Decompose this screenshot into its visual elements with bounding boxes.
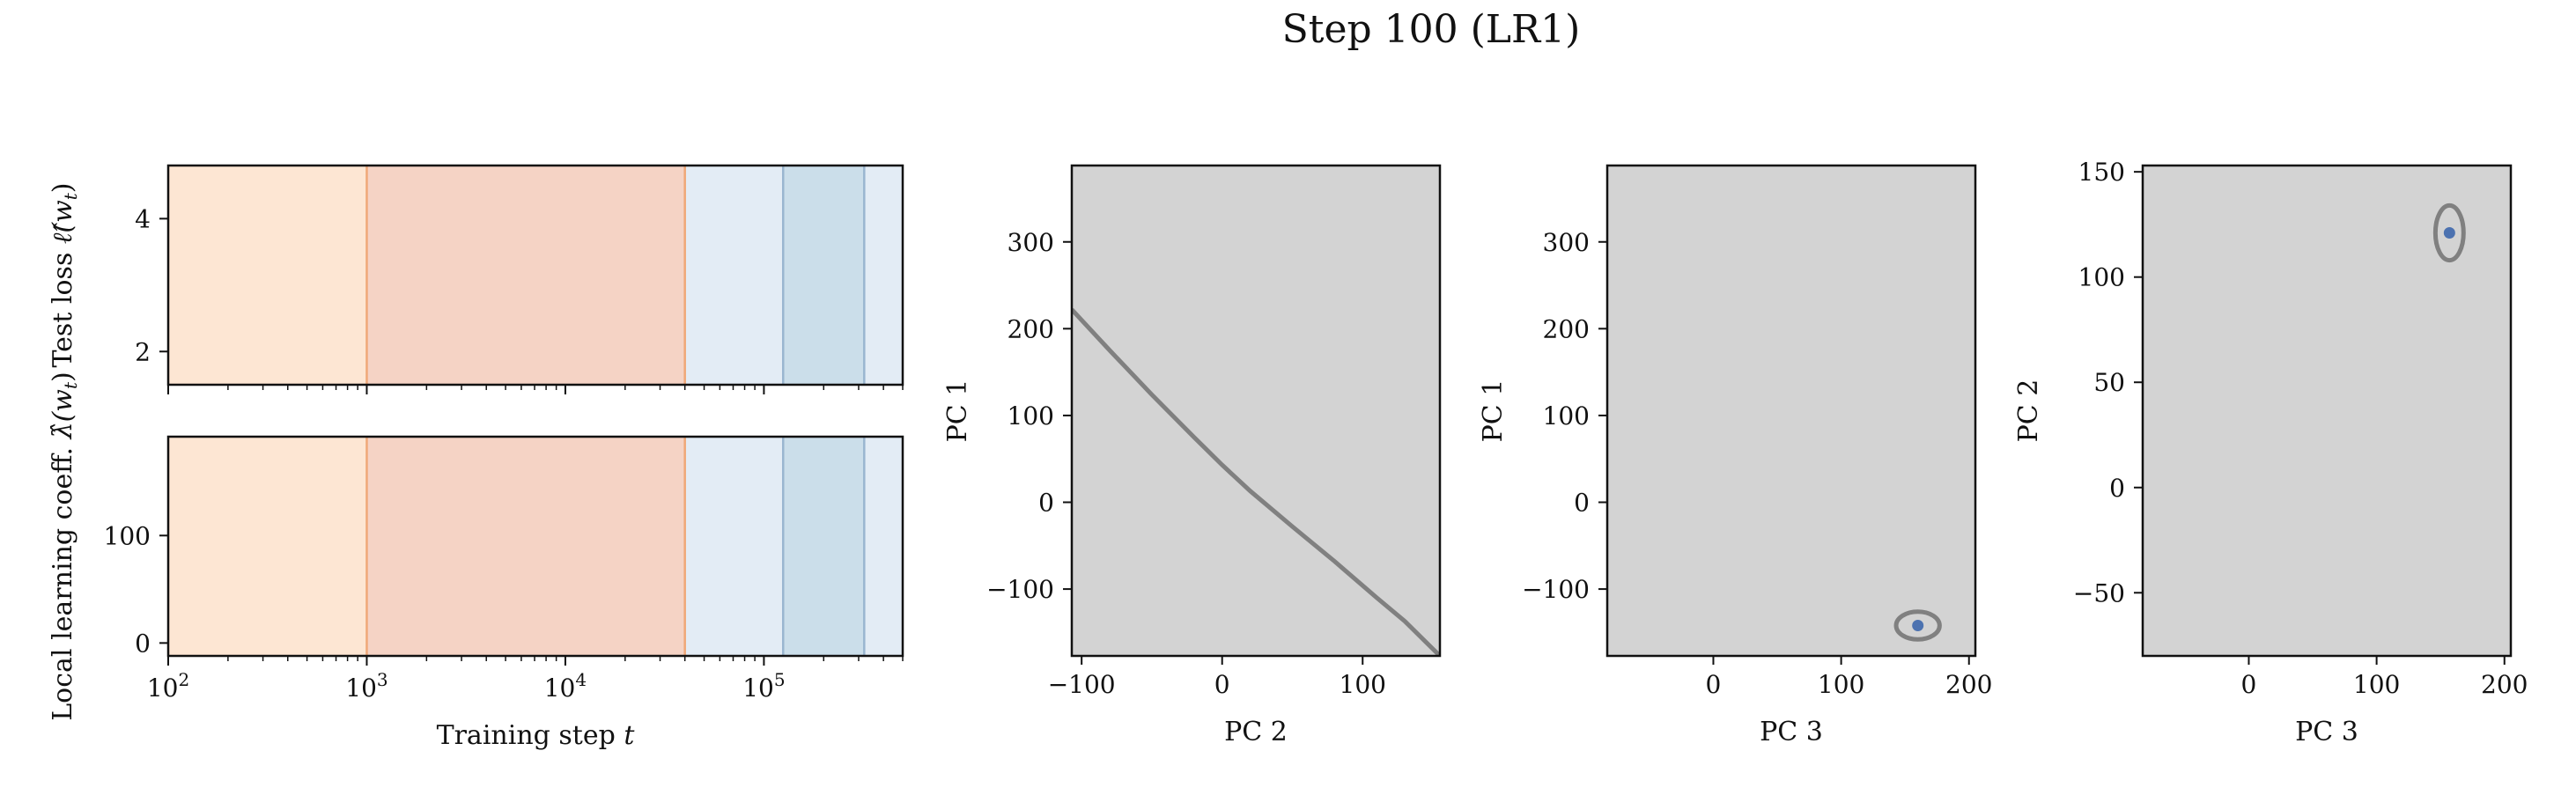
plot-data [2432,202,2466,263]
y-axis-label: PC 2 [2013,379,2044,443]
phase-band [684,166,784,385]
plot-frame [166,164,904,386]
axes-pc1_pc2: −100 0 100 200 300 −100 0 100 PC 1 PC 2 [942,164,1442,747]
y-axis-label-close: ) [48,182,78,193]
x-axis-label-symbol: t [624,720,635,751]
x-tick-label: 100 [1818,670,1864,699]
x-tick-label: 0 [2241,670,2257,699]
x-axis-label: Training step t [437,720,636,751]
phase-band [366,166,685,385]
y-tick-label: 200 [1008,314,1054,343]
y-tick-label: 50 [2093,368,2125,397]
plot-frame [1070,164,1442,658]
x-axis-label: PC 2 [1224,717,1288,747]
covariance-ellipse [2432,202,2466,263]
x-tick-base: 10 [742,674,774,703]
plot-data [1072,307,1440,656]
x-tick-label: 103 [345,669,388,703]
y-tick-label: 100 [1008,401,1054,431]
x-tick-base: 10 [345,674,377,703]
x-tick-label: 0 [1706,670,1722,699]
x-tick-exponent: 2 [178,669,189,690]
x-tick-base: 10 [544,674,576,703]
y-axis-label: PC 1 [942,379,973,443]
phase-band [783,166,865,385]
y-tick-label: 0 [135,629,151,658]
y-tick-label: 200 [1543,314,1590,343]
y-tick-label: 100 [2078,263,2125,292]
phase-band [684,437,784,656]
x-tick-label: 105 [742,669,785,703]
y-axis-label: Test loss ℓ̂(wt) [48,182,81,367]
plot-frame [1605,164,1977,658]
axes-pc2_pc3: −50 0 50 100 150 0 100 200 PC 2 PC 3 [2013,158,2528,747]
y-axis-label-subscript: t [60,381,81,389]
x-tick-label: 104 [544,669,587,703]
y-tick-label: 300 [1543,228,1590,257]
x-tick-label: 0 [1214,670,1230,699]
x-tick-label: 100 [1340,670,1386,699]
y-axis-label-symbol: ℓ̂(w [48,200,78,244]
plot-background [1072,166,1440,656]
y-tick-label: 300 [1008,228,1054,257]
y-axis-label-symbol: λ̂(w [48,389,78,440]
y-axis-label: PC 1 [1478,379,1509,443]
y-tick-label: −100 [986,575,1054,604]
y-tick-label: 0 [1574,489,1590,518]
figure-title: Step 100 (LR1) [1282,7,1581,52]
x-tick-base: 10 [147,674,179,703]
y-tick-label: 0 [1038,489,1054,518]
data-point [1912,619,1924,631]
x-tick-exponent: 4 [575,669,587,690]
y-axis-label-subscript: t [60,192,81,200]
x-axis-label-text: Training step [437,720,624,751]
x-tick-label: 100 [2353,670,2400,699]
x-axis-label: PC 3 [2295,717,2358,747]
x-tick-exponent: 3 [377,669,388,690]
plot-data [1893,609,1942,642]
plot-frame [2141,164,2513,658]
y-axis-label: Local learning coeff. λ̂(wt) [48,372,81,720]
plot-background [1607,166,1975,656]
phase-band [168,166,367,385]
axes-pc1_pc3: −100 0 100 200 300 0 100 200 PC 1 PC 3 [1478,164,1992,747]
covariance-ellipse [1893,609,1942,642]
x-tick-label: 200 [1945,670,1992,699]
phase-band [864,166,903,385]
phase-band [783,437,865,656]
x-tick-exponent: 5 [774,669,786,690]
x-axis-label: PC 3 [1760,717,1823,747]
plot-background [2143,166,2511,656]
y-axis-label-text: Test loss [48,244,78,367]
y-axis-label-text: Local learning coeff. [48,438,78,720]
phase-band [366,437,685,656]
trajectory-line [1072,307,1440,656]
x-tick-label: −100 [1048,670,1116,699]
y-tick-label: 100 [1543,401,1590,431]
y-tick-label: 150 [2078,158,2125,187]
x-tick-label: 102 [147,669,189,703]
y-tick-label: 0 [2109,474,2125,503]
data-point [2443,226,2455,239]
y-tick-label: 4 [135,204,151,233]
y-tick-label: −50 [2073,578,2125,607]
phase-band [168,437,367,656]
x-tick-label: 200 [2481,670,2528,699]
y-tick-label: 100 [104,521,151,550]
y-tick-label: 2 [135,337,151,366]
plot-frame [166,435,904,658]
phase-band [864,437,903,656]
y-axis-label-close: ) [48,372,78,382]
y-tick-label: −100 [1522,575,1590,604]
